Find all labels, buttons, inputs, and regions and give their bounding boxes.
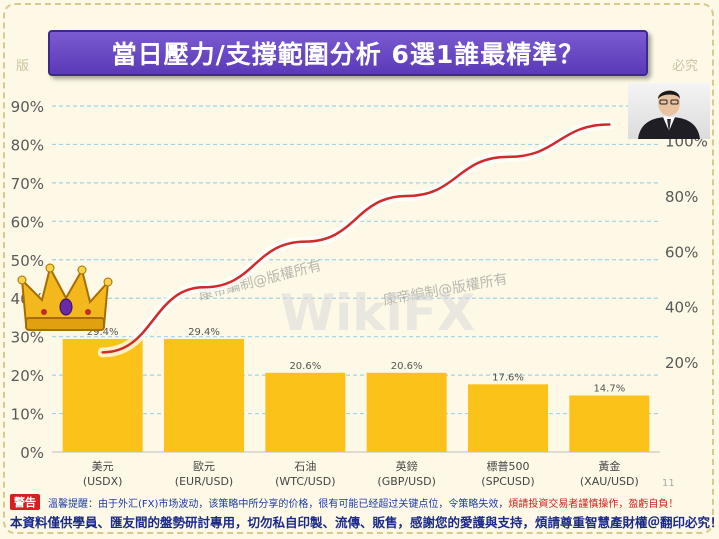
y-tick-label: 90%: [11, 98, 44, 116]
x-tick-code: (XAU/USD): [580, 475, 639, 488]
data-label: 29.4%: [188, 327, 220, 338]
bar-layer: 29.4% 29.4% 20.6% 20.6% 17.6% 14.7%: [62, 327, 650, 452]
y-tick-label: 50%: [11, 252, 44, 270]
grid-layer: [52, 105, 660, 453]
y-tick-label: 20%: [11, 367, 44, 385]
y2-tick-label: 60%: [665, 243, 698, 261]
side-watermark-right: 必究: [672, 59, 699, 74]
y-tick-label: 30%: [11, 329, 44, 347]
warning-row: 警告 溫馨提醒：由于外汇(FX)市场波动，该策略中所分享的价格，很有可能已经超过…: [10, 494, 710, 510]
presenter-photo: [628, 83, 710, 139]
bar: [366, 372, 447, 452]
bar: [265, 372, 346, 452]
wikifx-watermark: WikiFX: [280, 284, 475, 342]
y-tick-label: 70%: [11, 175, 44, 193]
side-watermark-left: 版: [16, 59, 30, 74]
data-label: 20.6%: [289, 361, 321, 372]
x-tick-label: 美元: [92, 460, 114, 473]
data-label: 20.6%: [391, 361, 423, 372]
bar: [62, 338, 143, 452]
x-tick-code: (SPCUSD): [481, 475, 534, 488]
y2-tick-label: 40%: [665, 299, 698, 317]
x-tick-code: (EUR/USD): [175, 475, 233, 488]
slide-frame: [3, 3, 714, 534]
page-number: 11: [662, 478, 675, 489]
x-tick-code: (GBP/USD): [377, 475, 436, 488]
x-tick-label: 石油: [294, 459, 316, 473]
bar: [164, 338, 244, 452]
x-tick-label: 標普500: [487, 459, 530, 473]
slide-title: 當日壓力/支撐範圍分析 6選1誰最精準？: [48, 30, 648, 76]
data-label: 29.4%: [87, 327, 119, 338]
x-tick-label: 黃金: [598, 459, 620, 473]
data-label: 17.6%: [492, 372, 524, 383]
y-tick-label: 10%: [11, 406, 44, 424]
line-layer: [97, 119, 615, 358]
warning-text: 溫馨提醒：由于外汇(FX)市场波动，该策略中所分享的价格，很有可能已经超过关键点…: [48, 498, 509, 510]
bar: [569, 395, 650, 452]
bar: [468, 384, 548, 452]
y-tick-label: 60%: [11, 213, 44, 231]
y-tick-label: 0%: [20, 444, 44, 462]
crown-icon: [17, 263, 113, 331]
cumulative-line: [101, 123, 611, 354]
warning-text-red: 煩請投資交易者謹慎操作，盈虧自負！: [508, 498, 679, 510]
copyright-note: 本資料僅供學員、匯友間的盤勢研討專用，切勿私自印製、流傳、販售，感謝您的愛護與支…: [10, 515, 719, 530]
data-label: 14.7%: [593, 383, 625, 394]
x-tick-label: 英鎊: [396, 459, 418, 473]
x-tick-label: 歐元: [193, 459, 215, 473]
warning-badge: 警告: [10, 494, 40, 510]
y2-tick-label: 20%: [665, 354, 698, 372]
y2-tick-label: 80%: [665, 188, 698, 206]
x-tick-code: (WTC/USD): [275, 475, 335, 488]
x-tick-code: (USDX): [83, 475, 123, 488]
y-tick-label: 80%: [11, 136, 44, 154]
